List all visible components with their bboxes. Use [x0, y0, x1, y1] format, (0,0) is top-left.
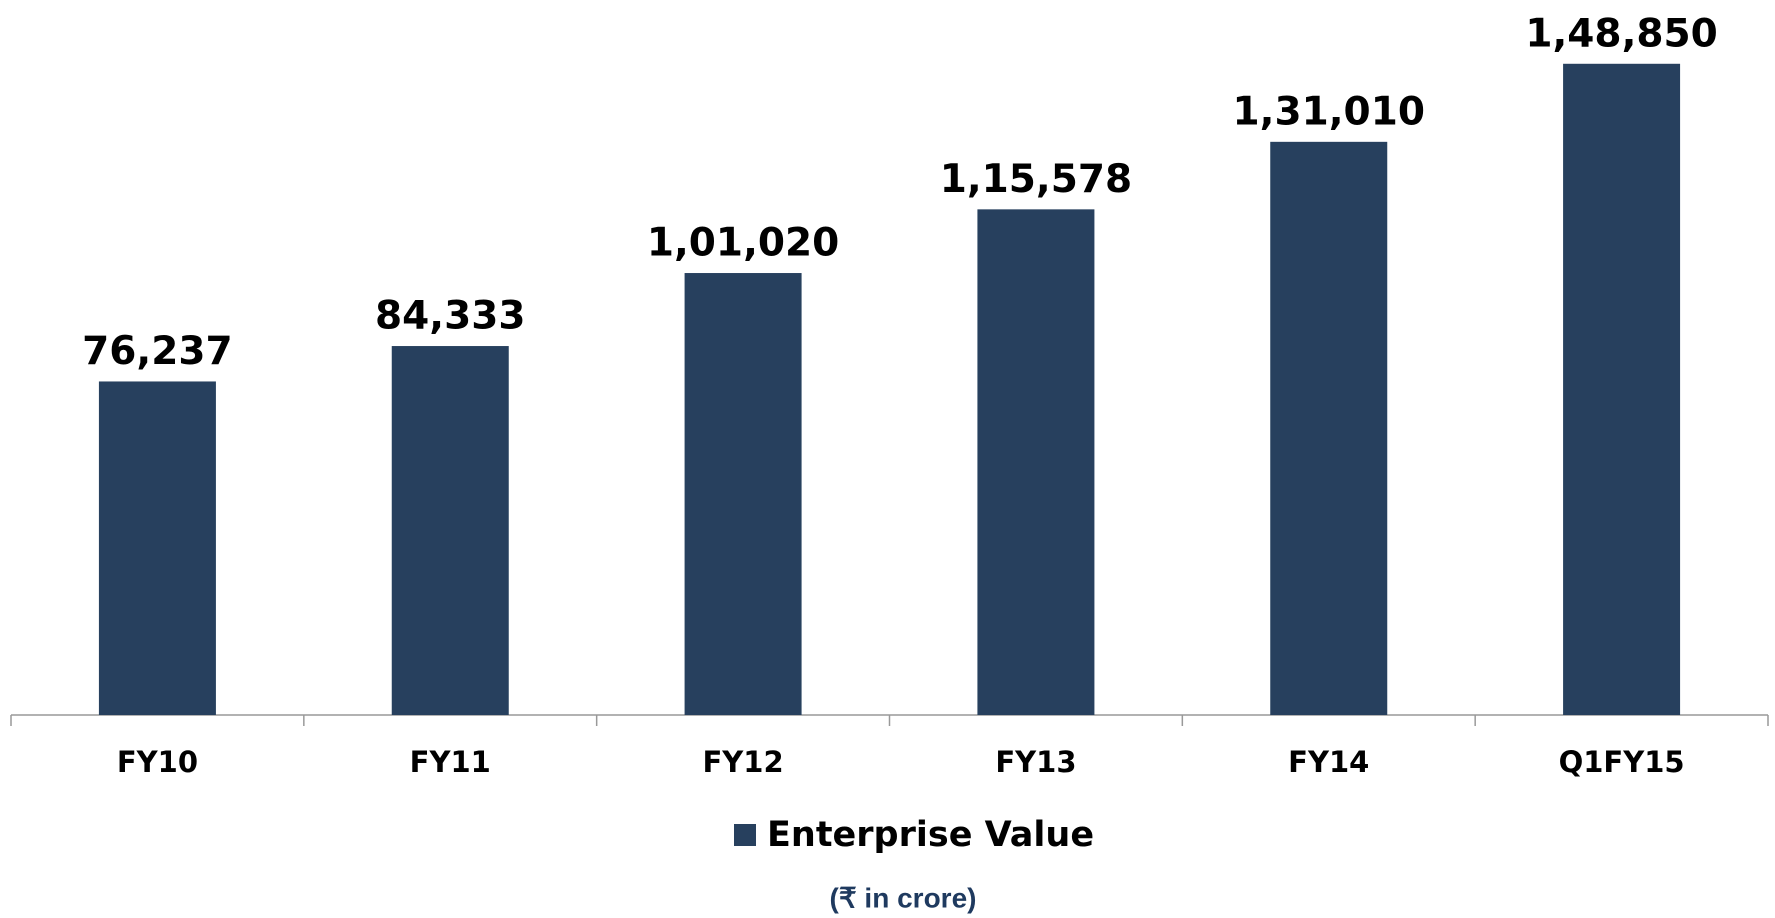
x-tick-label: FY11: [410, 745, 491, 779]
legend-swatch: [734, 824, 756, 846]
x-tick-label: FY14: [1288, 745, 1369, 779]
data-label: 1,31,010: [1233, 89, 1425, 134]
data-label: 76,237: [82, 329, 233, 374]
bar: [977, 209, 1095, 715]
legend-label: Enterprise Value: [767, 815, 1094, 855]
data-label: 1,48,850: [1525, 11, 1717, 56]
x-tick-label: FY12: [702, 745, 783, 779]
bar: [1563, 63, 1681, 715]
x-tick-label: FY13: [995, 745, 1076, 779]
bar: [1270, 141, 1388, 716]
x-tick-label: Q1FY15: [1559, 745, 1685, 779]
data-label: 1,01,020: [647, 221, 839, 266]
data-label: 1,15,578: [940, 157, 1132, 202]
bar: [684, 273, 802, 715]
bar: [98, 381, 216, 715]
data-label: 84,333: [375, 294, 526, 339]
bar: [391, 346, 509, 715]
x-tick-label: FY10: [117, 745, 198, 779]
note: (₹ in crore): [830, 882, 977, 913]
